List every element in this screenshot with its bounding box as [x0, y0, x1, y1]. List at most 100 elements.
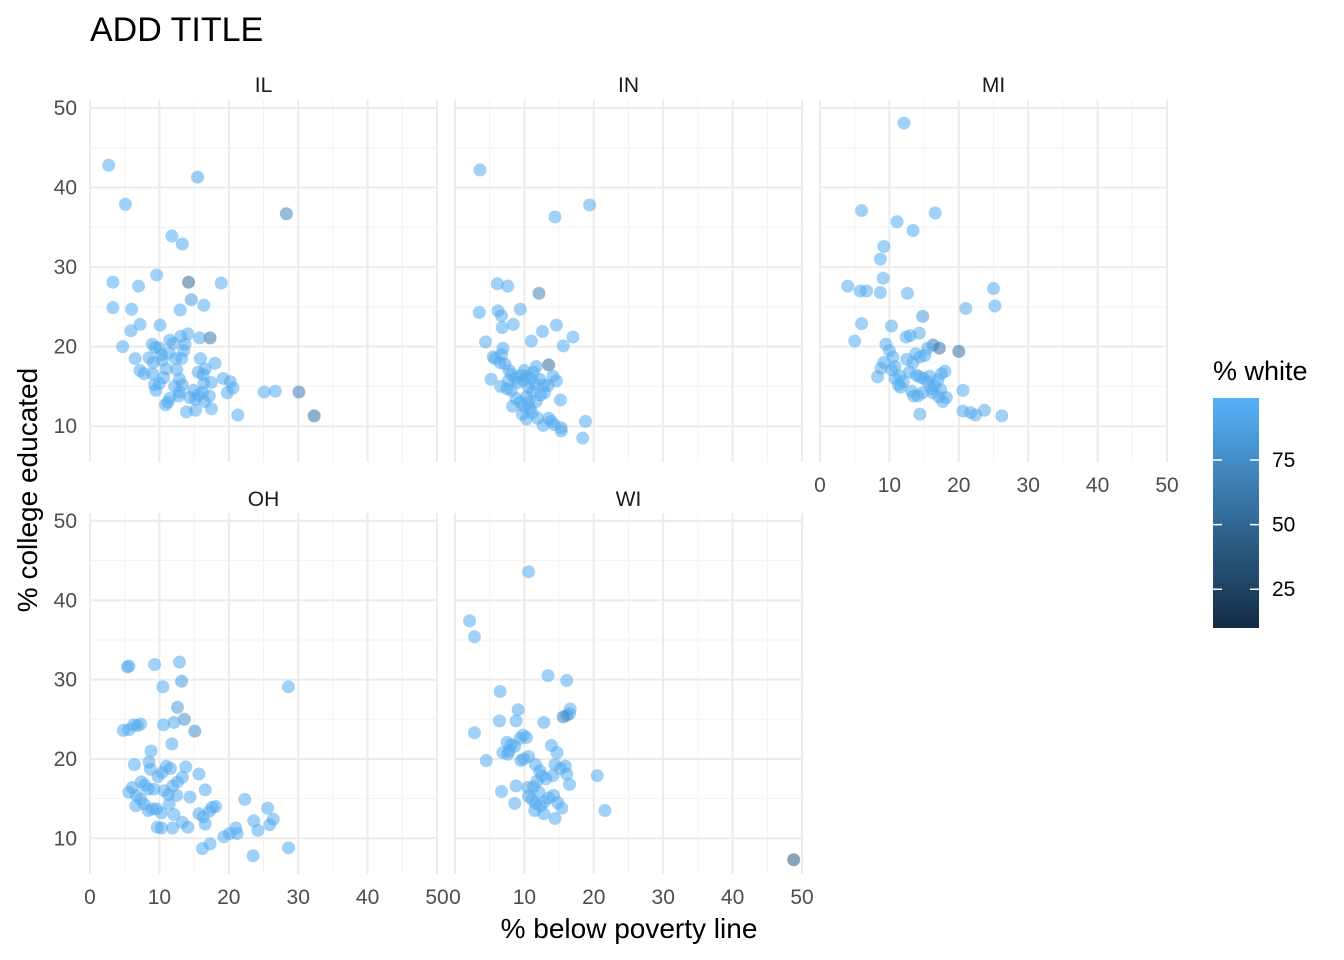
data-point	[157, 718, 171, 732]
points	[472, 163, 597, 445]
y-axis-title: % college educated	[12, 368, 43, 612]
data-point	[560, 673, 574, 687]
data-point	[524, 334, 538, 348]
data-point	[184, 293, 198, 307]
x-tick-label: 20	[947, 474, 970, 497]
data-point	[923, 369, 937, 383]
data-point	[118, 197, 132, 211]
x-tick-label: 30	[652, 886, 675, 909]
data-point	[553, 393, 567, 407]
data-point	[154, 821, 168, 835]
data-point	[281, 680, 295, 694]
data-point	[188, 724, 202, 738]
data-point	[181, 327, 195, 341]
data-point	[877, 239, 891, 253]
data-point	[506, 399, 520, 413]
data-point	[554, 424, 568, 438]
data-point	[560, 767, 574, 781]
data-point	[513, 302, 527, 316]
data-point	[251, 823, 265, 837]
data-point	[182, 275, 196, 289]
data-point	[159, 362, 173, 376]
x-tick-label: 50	[1155, 474, 1178, 497]
data-point	[148, 658, 162, 672]
data-point	[566, 330, 580, 344]
data-point	[179, 760, 193, 774]
data-point	[511, 703, 525, 717]
x-tick-label: 10	[148, 886, 171, 909]
facet-mi: MI 0 10 20 30 40 50	[814, 74, 1179, 497]
data-point	[181, 820, 195, 834]
data-point	[134, 717, 148, 731]
data-point	[859, 284, 873, 298]
color-legend: % white 25 50 75	[1213, 356, 1308, 628]
data-point	[170, 700, 184, 714]
data-point	[279, 207, 293, 221]
data-point	[907, 389, 921, 403]
data-point	[493, 685, 507, 699]
data-point	[281, 841, 295, 855]
data-point	[463, 614, 477, 628]
data-point	[292, 385, 306, 399]
data-point	[532, 286, 546, 300]
data-point	[145, 367, 159, 381]
data-point	[934, 383, 948, 397]
data-point	[490, 277, 504, 291]
data-point	[508, 796, 522, 810]
x-tick-label: 10	[513, 886, 536, 909]
data-point	[125, 302, 139, 316]
data-point	[177, 712, 191, 726]
x-tick-label: 0	[449, 886, 461, 909]
data-point	[175, 674, 189, 688]
facet-label: IL	[255, 74, 273, 97]
data-point	[871, 370, 885, 384]
data-point	[257, 385, 271, 399]
data-point	[555, 801, 569, 815]
chart-title: ADD TITLE	[90, 11, 263, 49]
points	[463, 565, 801, 867]
data-point	[122, 659, 136, 673]
data-point	[165, 737, 179, 751]
data-point	[124, 324, 138, 338]
data-point	[173, 655, 187, 669]
legend-title: % white	[1213, 356, 1308, 386]
data-point	[156, 680, 170, 694]
legend-tick-label: 25	[1272, 578, 1295, 601]
x-axis-title: % below poverty line	[501, 913, 758, 944]
data-point	[535, 325, 549, 339]
data-point	[202, 389, 216, 403]
data-point	[193, 331, 207, 345]
data-point	[578, 414, 592, 428]
data-point	[150, 268, 164, 282]
y-tick-label: 10	[54, 827, 77, 850]
data-point	[192, 767, 206, 781]
data-point	[203, 331, 217, 345]
data-point	[175, 237, 189, 251]
data-point	[841, 279, 855, 293]
data-point	[987, 282, 1000, 296]
x-tick-label: 30	[1017, 474, 1040, 497]
data-point	[172, 389, 186, 403]
y-tick-label: 50	[54, 510, 77, 533]
data-point	[164, 761, 178, 775]
facet-oh: OH 10 20 30 40 50 0 10 20 30 40 50	[54, 488, 449, 909]
data-point	[479, 754, 493, 768]
facet-label: MI	[982, 74, 1005, 97]
data-point	[888, 371, 902, 385]
data-point	[532, 785, 546, 799]
data-point	[467, 630, 481, 644]
data-point	[956, 383, 970, 397]
data-point	[154, 806, 168, 820]
data-point	[855, 317, 869, 331]
data-point	[583, 198, 597, 212]
x-tick-label: 40	[721, 886, 744, 909]
data-point	[153, 318, 167, 332]
data-point	[209, 800, 223, 814]
data-point	[549, 318, 563, 332]
x-tick-label: 10	[878, 474, 901, 497]
data-point	[541, 669, 555, 683]
data-point	[529, 377, 543, 391]
data-point	[522, 395, 536, 409]
data-point	[913, 407, 927, 421]
data-point	[916, 309, 930, 323]
